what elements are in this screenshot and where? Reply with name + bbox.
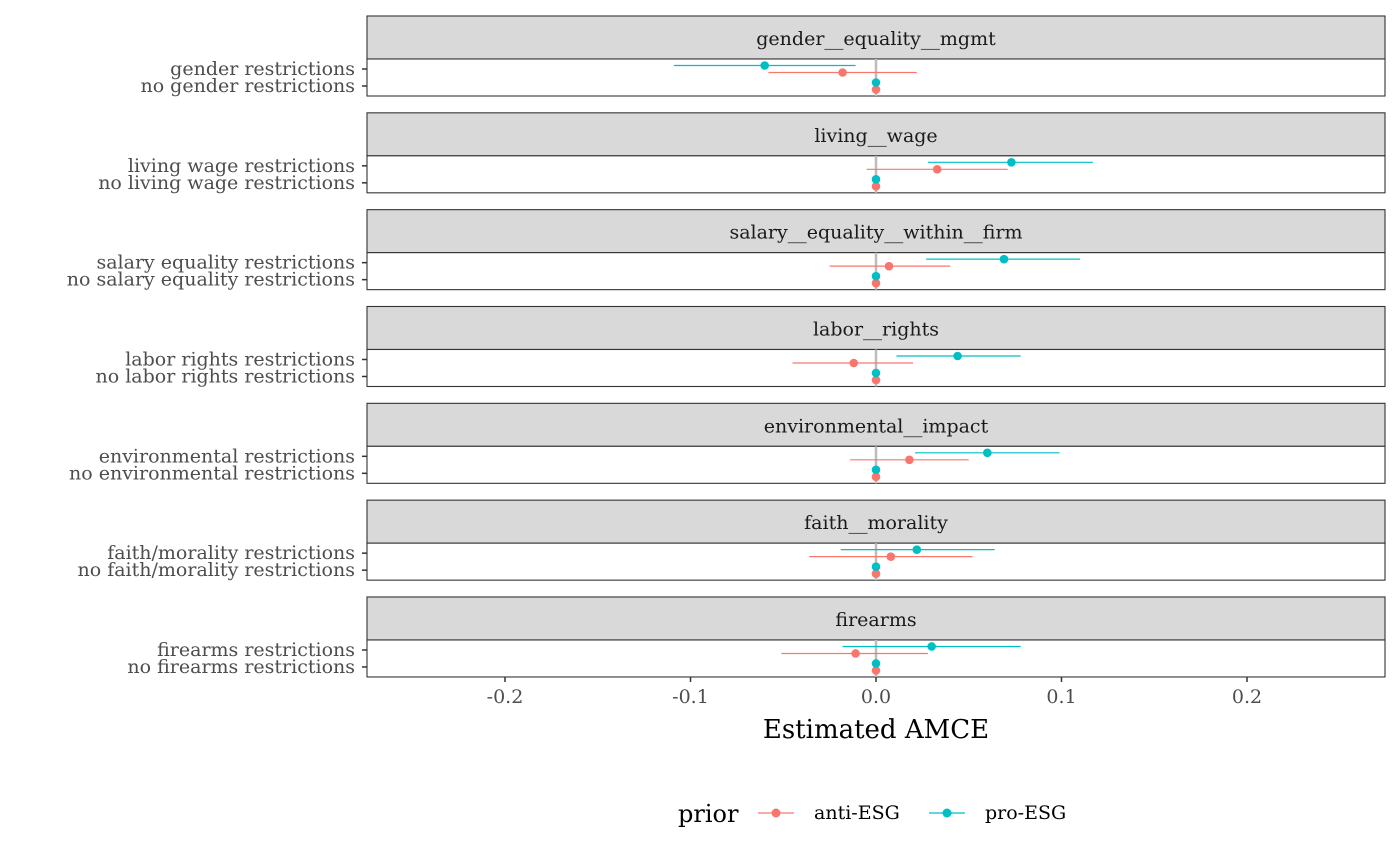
point-anti-ESG — [871, 182, 881, 191]
point-anti-ESG — [871, 569, 881, 578]
legend-key-point — [942, 808, 952, 818]
facet-strip — [366, 112, 1386, 157]
y-tick-label: no faith/morality restrictions — [77, 559, 355, 581]
facet-strip — [366, 15, 1386, 60]
x-axis: -0.2 -0.1 0.0 0.1 0.2 — [487, 676, 1262, 708]
point-anti-ESG — [871, 85, 881, 94]
y-tick-label: firearms restrictions — [157, 639, 355, 661]
facet-5: faith__morality faith/morality restrictio… — [77, 499, 1386, 581]
x-tick-label: 0.0 — [861, 686, 891, 708]
point-pro-ESG — [760, 61, 769, 70]
facet-strip-label: salary__equality__within__firm — [729, 222, 1022, 244]
point-anti-ESG — [932, 165, 942, 174]
x-axis-title: Estimated AMCE — [763, 715, 989, 745]
point-pro-ESG — [983, 448, 992, 458]
facet-strip-label: firearms — [835, 609, 916, 631]
facet-strip — [366, 402, 1386, 447]
point-pro-ESG — [1007, 158, 1016, 167]
y-tick-label: no environmental restrictions — [69, 462, 355, 484]
y-tick-label: no labor rights restrictions — [96, 365, 355, 387]
point-anti-ESG — [886, 552, 896, 561]
point-pro-ESG — [871, 562, 881, 571]
facet-4: environmental__impact environmental restr… — [69, 402, 1386, 484]
facet-strip-label: faith__morality — [804, 512, 948, 534]
point-pro-ESG — [953, 351, 962, 361]
y-tick-label: faith/morality restrictions — [107, 542, 355, 564]
facet-strip-label: labor__rights — [813, 318, 939, 340]
legend-label: pro-ESG — [985, 802, 1066, 824]
point-pro-ESG — [871, 659, 881, 668]
facet-strip-label: gender__equality__mgmt — [756, 28, 996, 50]
y-tick-label: no salary equality restrictions — [67, 269, 355, 291]
point-pro-ESG — [927, 642, 936, 651]
point-anti-ESG — [838, 68, 847, 77]
y-tick-label: environmental restrictions — [99, 445, 355, 467]
point-pro-ESG — [871, 175, 881, 184]
facet-strip — [366, 499, 1386, 544]
facet-strip-label: environmental__impact — [764, 415, 989, 437]
x-tick-label: -0.2 — [487, 686, 524, 708]
legend-title: prior — [678, 800, 739, 828]
y-tick-label: salary equality restrictions — [96, 252, 355, 274]
facet-strip — [366, 305, 1386, 351]
point-anti-ESG — [871, 666, 881, 675]
x-tick-label: -0.1 — [672, 686, 709, 708]
point-anti-ESG — [871, 278, 881, 288]
facet-strip — [366, 596, 1386, 641]
legend-key-point — [771, 808, 781, 818]
point-pro-ESG — [871, 78, 881, 87]
point-pro-ESG — [871, 465, 881, 475]
y-tick-label: no firearms restrictions — [127, 656, 355, 678]
y-tick-label: no living wage restrictions — [98, 172, 355, 194]
y-tick-label: no gender restrictions — [140, 75, 355, 97]
point-pro-ESG — [871, 368, 881, 378]
point-anti-ESG — [849, 358, 859, 368]
point-pro-ESG — [912, 545, 922, 554]
x-tick-label: 0.2 — [1232, 686, 1262, 708]
facet-strip — [366, 209, 1386, 254]
y-tick-label: gender restrictions — [170, 58, 355, 80]
point-anti-ESG — [884, 261, 894, 271]
x-tick-label: 0.1 — [1046, 686, 1076, 708]
point-pro-ESG — [871, 271, 881, 281]
facet-strip-label: living__wage — [814, 125, 937, 147]
legend: prior anti-ESG pro-ESG — [678, 800, 1066, 828]
point-anti-ESG — [905, 455, 914, 465]
point-anti-ESG — [871, 472, 881, 482]
y-tick-label: living wage restrictions — [128, 155, 355, 177]
point-anti-ESG — [851, 649, 860, 658]
y-tick-label: labor rights restrictions — [125, 348, 355, 370]
point-pro-ESG — [999, 254, 1009, 264]
legend-label: anti-ESG — [814, 802, 900, 824]
point-anti-ESG — [871, 375, 881, 385]
